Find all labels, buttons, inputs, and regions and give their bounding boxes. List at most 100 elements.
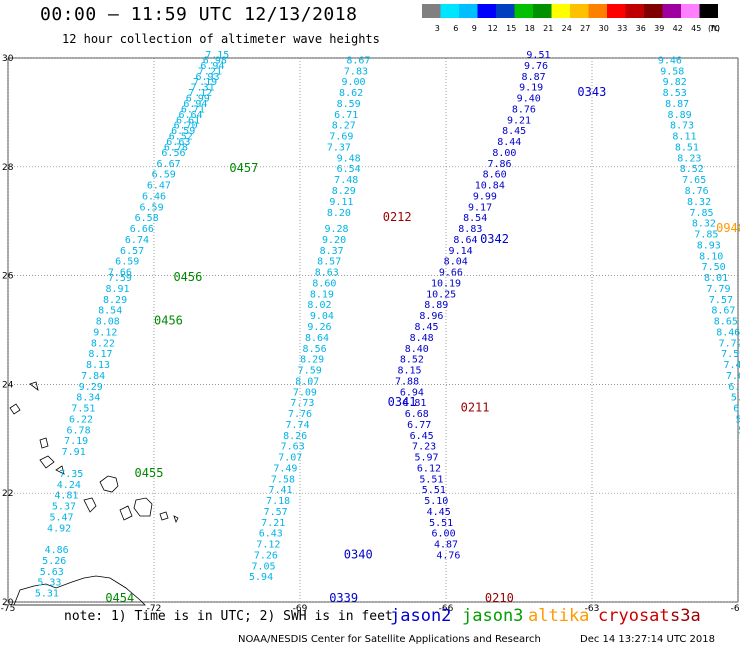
wave-height-value: 6.70 <box>174 121 198 132</box>
wave-height-value: 8.08 <box>96 317 120 328</box>
wave-height-value: 9.51 <box>526 50 550 61</box>
wave-height-value: 6.77 <box>407 420 431 431</box>
wave-height-value: 6.78 <box>164 142 188 153</box>
wave-height-value: 8.52 <box>680 164 704 175</box>
wave-height-value: 6.43 <box>259 529 283 540</box>
wave-height-value: 7.31 <box>191 83 215 94</box>
wave-height-value: 7.12 <box>188 88 212 99</box>
wave-height-value: 8.29 <box>332 186 356 197</box>
wave-height-value: 7.19 <box>193 77 217 88</box>
wave-height-value: 8.00 <box>492 148 516 159</box>
wave-height-value: 6.74 <box>125 235 149 246</box>
coastline-shape <box>119 505 133 521</box>
pass-time-label: 0211 <box>461 401 490 415</box>
wave-height-value: 9.19 <box>519 83 543 94</box>
wave-height-value: 8.64 <box>453 235 477 246</box>
wave-height-value: 6.57 <box>120 246 144 257</box>
wave-height-value: 7.08 <box>726 371 740 382</box>
y-tick-label: 20 <box>2 598 14 608</box>
wave-height-value: 6.93 <box>195 72 219 83</box>
wave-height-value: 5.26 <box>42 556 66 567</box>
wave-height-value: 9.40 <box>517 94 541 105</box>
wave-height-value: 7.19 <box>64 436 88 447</box>
wave-height-value: 8.62 <box>339 88 363 99</box>
colorbar-swatch <box>644 4 663 18</box>
colorbar-swatch <box>496 4 515 18</box>
coastline-shape <box>133 497 153 517</box>
wave-height-value: 8.67 <box>346 55 370 66</box>
coastline-shape <box>29 381 39 391</box>
wave-height-value: 6.61 <box>176 115 200 126</box>
wave-height-value: 7.26 <box>254 550 278 561</box>
page-subtitle: 12 hour collection of altimeter wave hei… <box>62 32 380 46</box>
wave-height-value: 6.59 <box>152 170 176 181</box>
colorbar-tick-label: 39 <box>654 24 664 33</box>
wave-height-value: 7.69 <box>329 132 353 143</box>
wave-height-value: 5.97 <box>414 453 438 464</box>
wave-height-value: 5.85 <box>731 393 740 404</box>
wave-height-value: 7.41 <box>268 485 292 496</box>
wave-height-value: 7.12 <box>256 540 280 551</box>
wave-height-value: 6.22 <box>69 414 93 425</box>
pass-time-label: 0341 <box>388 395 417 409</box>
wave-height-value: 6.66 <box>130 224 154 235</box>
colorbar-tick-label: 70 <box>710 24 720 33</box>
wave-height-value: 10.19 <box>431 278 461 289</box>
wave-height-value: 9.11 <box>329 197 353 208</box>
wave-height-value: 7.72 <box>719 338 740 349</box>
y-tick-label: 24 <box>2 380 14 390</box>
wave-height-value: 8.56 <box>303 344 327 355</box>
wave-height-value: 9.99 <box>473 191 497 202</box>
wave-height-value: 5.94 <box>249 572 273 583</box>
wave-height-value: 8.59 <box>337 99 361 110</box>
pass-time-label: 0457 <box>229 161 258 175</box>
colorbar-swatch <box>588 4 607 18</box>
colorbar-unit: (ft) <box>708 24 720 33</box>
wave-height-value: 7.48 <box>334 175 358 186</box>
wave-height-value: 7.05 <box>251 561 275 572</box>
wave-height-value: 8.87 <box>665 99 689 110</box>
wave-height-value: 5.47 <box>49 512 73 523</box>
wave-height-value: 7.85 <box>689 208 713 219</box>
wave-height-value: 8.63 <box>315 268 339 279</box>
wave-height-value: 6.32 <box>728 382 740 393</box>
colorbar-tick-label: 3 <box>435 24 440 33</box>
wave-height-value: 7.79 <box>706 284 730 295</box>
wave-height-value: 6.94 <box>183 99 207 110</box>
wave-height-value: 6.68 <box>405 409 429 420</box>
wave-height-value: 4.45 <box>427 507 451 518</box>
wave-height-value: 9.66 <box>439 268 463 279</box>
pass-time-label: 0340 <box>344 547 373 561</box>
wave-height-value: 7.63 <box>281 442 305 453</box>
colorbar-swatch <box>570 4 589 18</box>
wave-height-value: 7.73 <box>290 398 314 409</box>
wave-height-value: 6.54 <box>337 164 361 175</box>
colorbar-swatch <box>440 4 459 18</box>
wave-height-value: 6.59 <box>115 257 139 268</box>
wave-height-value: 4.86 <box>45 545 69 556</box>
colorbar-tick-label: 6 <box>453 24 458 33</box>
wave-height-value: 9.20 <box>322 235 346 246</box>
wave-height-value: 7.58 <box>271 474 295 485</box>
wave-height-value: 8.89 <box>424 300 448 311</box>
wave-height-value: 9.28 <box>324 224 348 235</box>
pass-time-label: 0456 <box>173 270 202 284</box>
wave-height-value: 8.07 <box>295 376 319 387</box>
wave-height-value: 9.76 <box>524 61 548 72</box>
wave-height-value: 8.19 <box>310 289 334 300</box>
wave-height-value: 8.64 <box>305 333 329 344</box>
wave-height-value: 8.83 <box>458 224 482 235</box>
colorbar-tick-label: 12 <box>488 24 498 33</box>
wave-height-value: 7.51 <box>71 404 95 415</box>
colorbar-swatch <box>662 4 681 18</box>
pass-time-label: 0342 <box>480 232 509 246</box>
colorbar-swatch <box>533 4 552 18</box>
wave-height-value: 7.83 <box>344 66 368 77</box>
wave-height-value: 6.56 <box>161 148 185 159</box>
wave-height-value: 7.59 <box>108 273 132 284</box>
colorbar-tick-label: 27 <box>580 24 590 33</box>
wave-height-value: 7.76 <box>288 409 312 420</box>
pass-time-label: 0455 <box>135 466 164 480</box>
pass-time-label: 0343 <box>577 85 606 99</box>
wave-height-value: 9.58 <box>660 66 684 77</box>
